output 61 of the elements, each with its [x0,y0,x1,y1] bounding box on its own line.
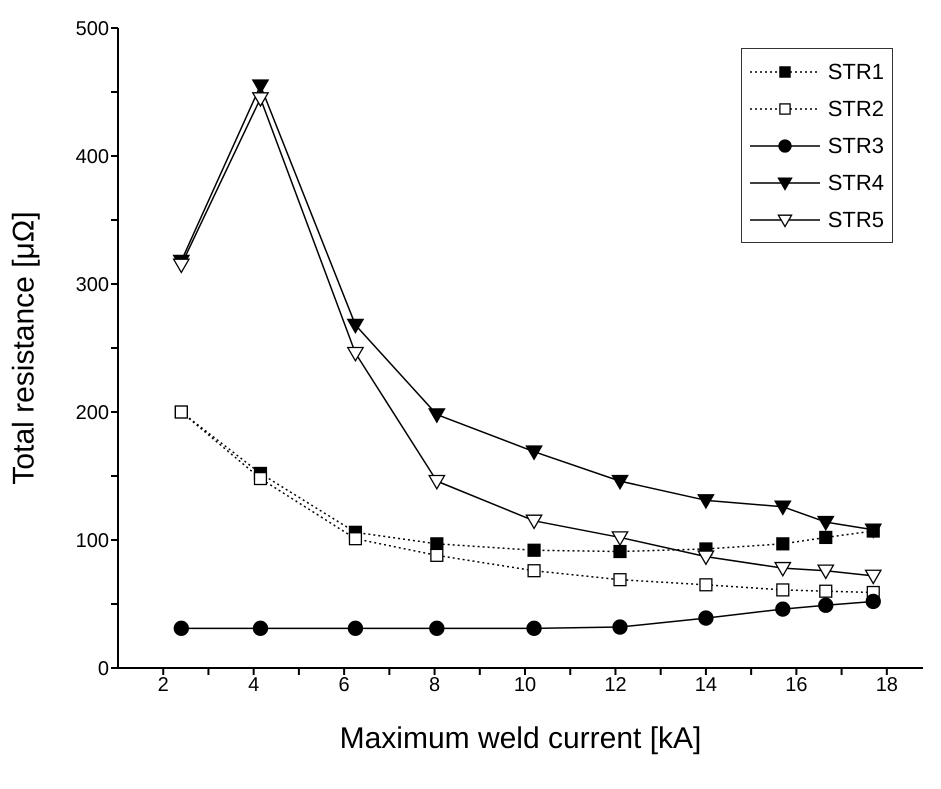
y-tick-label: 0 [98,658,109,680]
point [817,564,834,580]
point [172,258,190,274]
point [817,516,834,530]
point [775,601,790,617]
y-tick-label: 500 [76,18,109,40]
point [774,500,792,516]
point [527,544,541,557]
legend-label: STR2 [828,96,884,122]
point [252,92,269,107]
point [818,598,834,613]
point [819,530,832,544]
point [774,562,792,577]
point [699,578,713,592]
point [776,583,790,597]
point [428,408,446,423]
x-tick-label: 8 [429,674,440,696]
x-tick-label: 18 [876,674,898,696]
point [612,474,628,490]
point [612,619,628,635]
y-tick-label: 100 [76,530,109,552]
point [613,573,627,586]
point [698,550,714,565]
point [429,620,444,636]
legend-label: STR1 [828,58,884,84]
point [527,564,541,578]
point [428,474,446,490]
point [526,445,542,460]
x-tick-label: 12 [604,674,627,696]
legend-label: STR5 [828,206,884,232]
y-axis-title: Total resistance [μΩ] [8,211,41,485]
point [526,620,542,636]
x-tick-label: 10 [514,674,536,696]
x-tick-label: 4 [248,674,260,696]
point [612,531,628,546]
point [430,537,444,550]
point [174,620,189,636]
point [776,537,790,550]
point [347,346,364,362]
point [348,532,362,546]
point [864,570,882,584]
point [866,594,881,610]
legend-label: STR4 [828,170,884,196]
y-tick-label: 400 [76,146,109,168]
point [698,610,714,626]
point [613,544,627,558]
point [347,318,364,334]
point [526,514,542,530]
x-tick-label: 2 [158,674,169,696]
x-tick-label: 14 [694,674,718,696]
point [348,620,364,636]
point [252,620,268,636]
point [698,494,714,509]
point [254,472,268,486]
x-axis-title: Maximum weld current [kA] [340,722,702,755]
x-tick-label: 6 [338,674,350,696]
y-tick-label: 300 [76,274,109,296]
point [252,79,269,94]
x-tick-label: 16 [785,674,808,696]
legend-label: STR3 [828,132,884,158]
y-tick-label: 200 [76,402,109,424]
